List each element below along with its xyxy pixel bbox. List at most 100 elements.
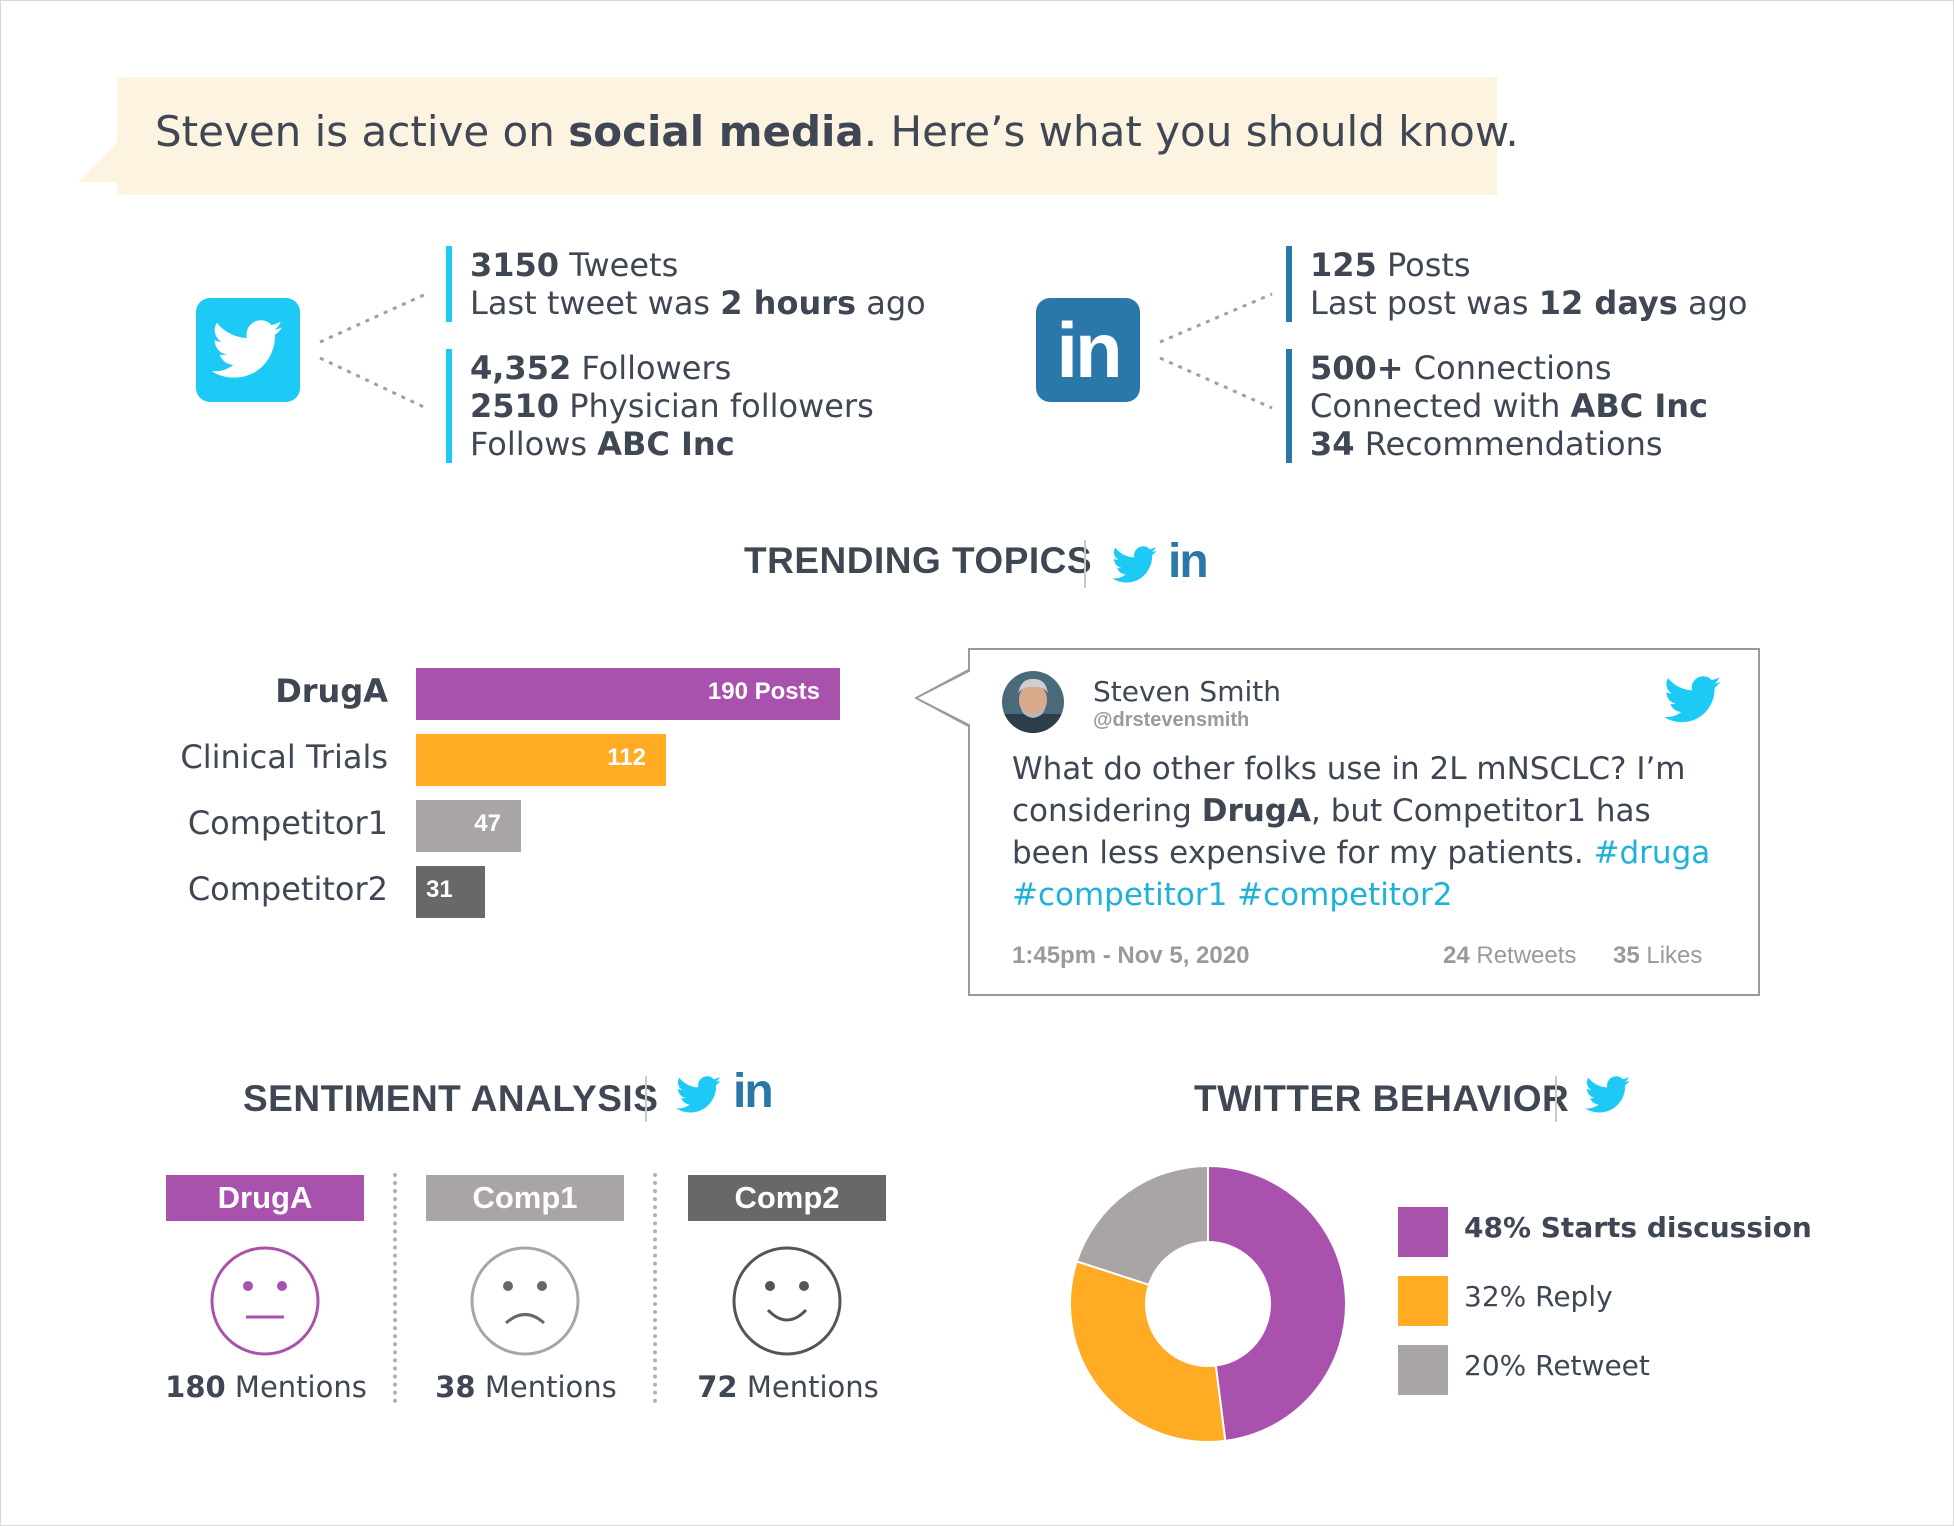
- hashtag-link[interactable]: #competitor1: [1012, 877, 1228, 913]
- sentiment-label-druga: DrugA: [166, 1175, 364, 1221]
- dotted-separator: [393, 1173, 397, 1403]
- last-post-value: 12 days: [1538, 284, 1678, 322]
- header-prefix: Steven is active on: [155, 107, 569, 156]
- bar-value: 112: [607, 744, 646, 771]
- recommendations-label: Recommendations: [1354, 425, 1663, 463]
- twitter-bird-icon: [1585, 1076, 1631, 1113]
- bar-clinical-trials: 112: [416, 734, 666, 786]
- hashtag-link[interactable]: #competitor2: [1237, 877, 1453, 913]
- twitter-bird-icon: [1112, 546, 1158, 583]
- linkedin-connection-stats: 500+ Connections Connected with ABC Inc …: [1286, 349, 1708, 463]
- dotted-separator: [653, 1173, 657, 1403]
- last-tweet-prefix: Last tweet was: [470, 284, 721, 322]
- followers-label: Followers: [571, 349, 732, 387]
- mentions-label: Mentions: [737, 1370, 879, 1404]
- retweets-label: Retweets: [1469, 942, 1577, 969]
- hashtag-link[interactable]: #druga: [1593, 835, 1711, 871]
- behavior-donut-chart: [1069, 1164, 1347, 1443]
- callout-tail: [79, 140, 119, 182]
- twitter-logo: [196, 298, 300, 402]
- followers-count: 4,352: [470, 349, 572, 387]
- follows-prefix: Follows: [470, 425, 598, 463]
- section-divider: [645, 1076, 647, 1122]
- bar-druga: 190 Posts: [416, 668, 840, 720]
- twitter-connector-lines: [319, 292, 427, 410]
- physician-followers-count: 2510: [470, 387, 560, 425]
- happy-face-icon: [732, 1246, 842, 1356]
- legend-swatch-starts-discussion: [1398, 1207, 1448, 1257]
- mentions-count: 72: [697, 1370, 738, 1404]
- legend-swatch-retweet: [1398, 1345, 1448, 1395]
- linkedin-activity-stats: 125 Posts Last post was 12 days ago: [1286, 246, 1748, 322]
- header-emphasis: social media: [568, 107, 864, 156]
- bar-label: DrugA: [275, 672, 388, 710]
- tweet-timestamp: 1:45pm - Nov 5, 2020: [1012, 942, 1250, 969]
- mentions-comp1: 38 Mentions: [416, 1370, 636, 1404]
- twitter-follower-stats: 4,352 Followers 2510 Physician followers…: [446, 349, 874, 463]
- mentions-label: Mentions: [475, 1370, 617, 1404]
- donut-slice-starts-discussion: [1207, 1164, 1347, 1443]
- twitter-behavior-title: TWITTER BEHAVIOR: [1194, 1078, 1570, 1119]
- last-tweet-value: 2 hours: [720, 284, 857, 322]
- tweet-pointer-fill: [918, 671, 971, 725]
- last-post-prefix: Last post was: [1310, 284, 1539, 322]
- connected-value: ABC Inc: [1570, 387, 1708, 425]
- bar-label: Competitor1: [187, 804, 388, 842]
- section-divider: [1084, 540, 1086, 588]
- bar-value: 190 Posts: [707, 678, 820, 705]
- header-callout: [117, 77, 1497, 195]
- connections-count: 500+: [1310, 349, 1404, 387]
- legend-label: 48% Starts discussion: [1464, 1211, 1812, 1244]
- header-title: Steven is active on social media. Here’s…: [155, 107, 1519, 156]
- tweet-text-part: , but Competitor1 has been less expensiv…: [1012, 793, 1651, 871]
- donut-slice-reply: [1069, 1260, 1227, 1443]
- last-tweet-suffix: ago: [856, 284, 926, 322]
- recommendations-count: 34: [1310, 425, 1355, 463]
- avatar: [1002, 671, 1064, 733]
- bar-competitor1: 47: [416, 800, 521, 852]
- last-post-suffix: ago: [1677, 284, 1748, 322]
- connections-label: Connections: [1403, 349, 1612, 387]
- mentions-druga: 180 Mentions: [156, 1370, 376, 1404]
- posts-label: Posts: [1376, 246, 1471, 284]
- header-suffix: . Here’s what you should know.: [863, 107, 1519, 156]
- physician-followers-label: Physician followers: [559, 387, 874, 425]
- twitter-activity-stats: 3150 Tweets Last tweet was 2 hours ago: [446, 246, 926, 322]
- legend-label: 32% Reply: [1464, 1280, 1613, 1313]
- tweets-label: Tweets: [559, 246, 679, 284]
- posts-count: 125: [1310, 246, 1377, 284]
- retweets-count: 24: [1443, 942, 1470, 969]
- sad-face-icon: [470, 1246, 580, 1356]
- tweets-count: 3150: [470, 246, 560, 284]
- bar-label: Clinical Trials: [180, 738, 388, 776]
- legend-label: 20% Retweet: [1464, 1349, 1650, 1382]
- neutral-face-icon: [210, 1246, 320, 1356]
- donut-slice-retweet: [1075, 1164, 1209, 1287]
- legend-swatch-reply: [1398, 1276, 1448, 1326]
- tweet-body: What do other folks use in 2L mNSCLC? I’…: [1012, 748, 1732, 916]
- bar-label: Competitor2: [187, 870, 388, 908]
- mentions-count: 180: [165, 1370, 226, 1404]
- mentions-count: 38: [435, 1370, 476, 1404]
- tweet-card: [968, 648, 1760, 996]
- tweet-text-bold: DrugA: [1201, 793, 1311, 829]
- sentiment-analysis-title: SENTIMENT ANALYSIS: [243, 1078, 659, 1119]
- likes-count: 35: [1613, 942, 1640, 969]
- linkedin-icon: in: [1168, 535, 1209, 588]
- linkedin-logo: in: [1036, 298, 1140, 402]
- bar-value: 31: [426, 876, 453, 903]
- likes-label: Likes: [1639, 942, 1703, 969]
- linkedin-icon: in: [1056, 305, 1122, 394]
- tweet-likes: 35 Likes: [1613, 942, 1702, 970]
- connected-prefix: Connected with: [1310, 387, 1571, 425]
- sentiment-label-comp2: Comp2: [688, 1175, 886, 1221]
- section-divider: [1555, 1076, 1557, 1122]
- linkedin-connector-lines: [1159, 292, 1273, 410]
- mentions-label: Mentions: [225, 1370, 367, 1404]
- linkedin-icon: in: [733, 1065, 774, 1118]
- tweet-author-name: Steven Smith: [1093, 675, 1281, 708]
- trending-topics-title: TRENDING TOPICS: [744, 540, 1093, 581]
- twitter-bird-icon: [212, 320, 283, 378]
- bar-value: 47: [474, 810, 501, 837]
- sentiment-label-comp1: Comp1: [426, 1175, 624, 1221]
